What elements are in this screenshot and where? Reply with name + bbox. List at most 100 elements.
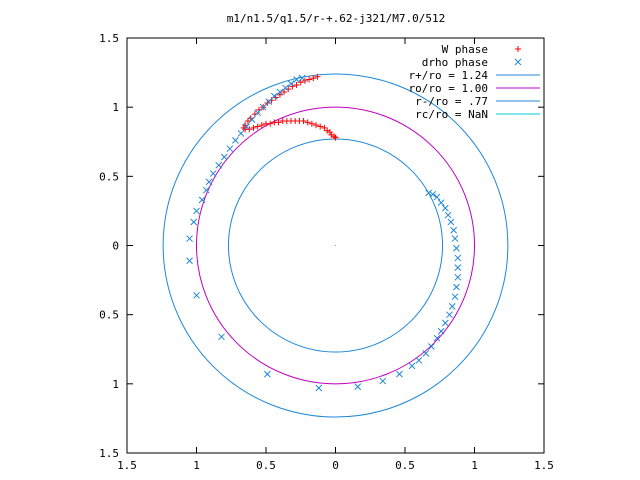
w-phase-point xyxy=(332,134,339,141)
y-tick-label: 0.5 xyxy=(99,309,119,322)
drho-phase-point xyxy=(379,377,387,385)
drho-phase-point xyxy=(186,257,193,265)
drho-phase-point xyxy=(422,350,430,357)
y-tick-label: 1 xyxy=(112,101,119,114)
w-phase-point xyxy=(313,122,320,129)
drho-phase-point xyxy=(215,161,223,169)
drho-phase-point xyxy=(437,327,445,335)
w-phase-point xyxy=(310,75,317,82)
phase-markers xyxy=(186,73,462,392)
w-phase-point xyxy=(276,91,283,98)
drho-phase-point xyxy=(218,333,225,341)
w-phase-point xyxy=(281,88,288,95)
radius-circle xyxy=(162,73,509,418)
w-phase-point xyxy=(308,120,315,127)
y-tick-label: 1.5 xyxy=(99,447,119,460)
drho-phase-point xyxy=(447,218,455,226)
drho-phase-point xyxy=(205,178,213,186)
x-tick-label: 0.5 xyxy=(395,459,415,472)
drho-phase-point xyxy=(259,103,267,111)
drho-phase-point xyxy=(441,204,449,212)
drho-phase-point xyxy=(186,235,193,242)
x-tick-label: 0 xyxy=(332,459,339,472)
w-phase-point xyxy=(306,76,313,83)
drho-phase-point xyxy=(433,334,441,342)
drho-phase-point xyxy=(209,170,217,177)
w-phase-point xyxy=(254,123,261,130)
drho-phase-point xyxy=(243,123,250,130)
radius-circle xyxy=(196,106,475,385)
drho-phase-point xyxy=(453,283,460,291)
w-phase-point xyxy=(267,120,274,127)
w-phase-point xyxy=(300,118,307,124)
drho-phase-point xyxy=(202,186,210,194)
w-phase-point xyxy=(304,119,311,126)
drho-phase-point xyxy=(450,226,458,234)
drho-phase-point xyxy=(396,370,403,378)
drho-phase-point xyxy=(264,370,271,378)
x-tick-label: 1 xyxy=(471,459,478,472)
drho-phase-point xyxy=(428,343,435,350)
drho-phase-point xyxy=(451,235,459,242)
w-phase-point xyxy=(324,127,331,134)
w-phase-point xyxy=(317,123,324,130)
legend-label: rc/ro = NaN xyxy=(415,108,488,121)
legend-label: r+/ro = 1.24 xyxy=(409,69,489,82)
legend-marker xyxy=(515,46,521,52)
drho-phase-point xyxy=(282,84,289,92)
y-tick-label: 1 xyxy=(112,378,119,391)
drho-phase-point xyxy=(444,211,452,219)
legend-label: r-/ro = .77 xyxy=(415,95,488,108)
legend-marker xyxy=(514,58,522,66)
w-phase-point xyxy=(293,82,300,89)
drho-phase-point xyxy=(276,88,284,96)
w-phase-point xyxy=(321,124,328,131)
axis-ticks: 1.5 1 0.5 0 0.5 1 1.51.510.500.511.5 xyxy=(99,32,554,472)
radius-circles xyxy=(162,73,509,418)
drho-phase-point xyxy=(193,207,200,215)
w-phase-point xyxy=(258,122,265,129)
drho-phase-point xyxy=(254,109,262,117)
drho-phase-point xyxy=(446,311,453,319)
drho-phase-point xyxy=(451,293,459,301)
x-tick-label: 1.5 xyxy=(117,459,137,472)
x-tick-label: 1.5 xyxy=(534,459,554,472)
w-phase-point xyxy=(314,73,321,80)
w-phase-point xyxy=(326,129,333,136)
drho-phase-point xyxy=(265,98,273,105)
origin-point xyxy=(334,244,337,247)
drho-phase-point xyxy=(408,362,416,370)
w-phase-point xyxy=(328,131,335,138)
drho-phase-point xyxy=(433,193,441,201)
drho-phase-point xyxy=(454,254,462,262)
chart-title: m1/n1.5/q1.5/r-+.62-j321/M7.0/512 xyxy=(227,12,446,25)
drho-phase-point xyxy=(237,130,245,137)
drho-phase-point xyxy=(190,218,198,226)
legend-label: drho phase xyxy=(422,56,488,69)
drho-phase-point xyxy=(226,145,234,153)
w-phase-point xyxy=(244,118,251,124)
drho-phase-point xyxy=(298,74,306,82)
drho-phase-point xyxy=(193,291,200,299)
w-phase-point xyxy=(331,133,338,140)
drho-phase-point xyxy=(453,244,460,252)
y-tick-label: 1.5 xyxy=(99,32,119,45)
drho-phase-point xyxy=(354,383,362,390)
y-tick-label: 0.5 xyxy=(99,170,119,183)
w-phase-point xyxy=(250,124,257,131)
drho-phase-point xyxy=(287,80,295,88)
y-tick-label: 0 xyxy=(112,240,119,253)
drho-phase-point xyxy=(429,190,437,198)
legend-label: W phase xyxy=(442,43,488,56)
drho-phase-point xyxy=(454,264,462,271)
drho-phase-point xyxy=(232,137,239,144)
legend-label: ro/ro = 1.00 xyxy=(409,82,488,95)
drho-phase-point xyxy=(293,76,300,83)
drho-phase-point xyxy=(425,189,432,197)
drho-phase-point xyxy=(248,116,256,123)
x-tick-label: 0.5 xyxy=(256,459,276,472)
drho-phase-point xyxy=(448,303,456,310)
drho-phase-point xyxy=(198,196,206,204)
